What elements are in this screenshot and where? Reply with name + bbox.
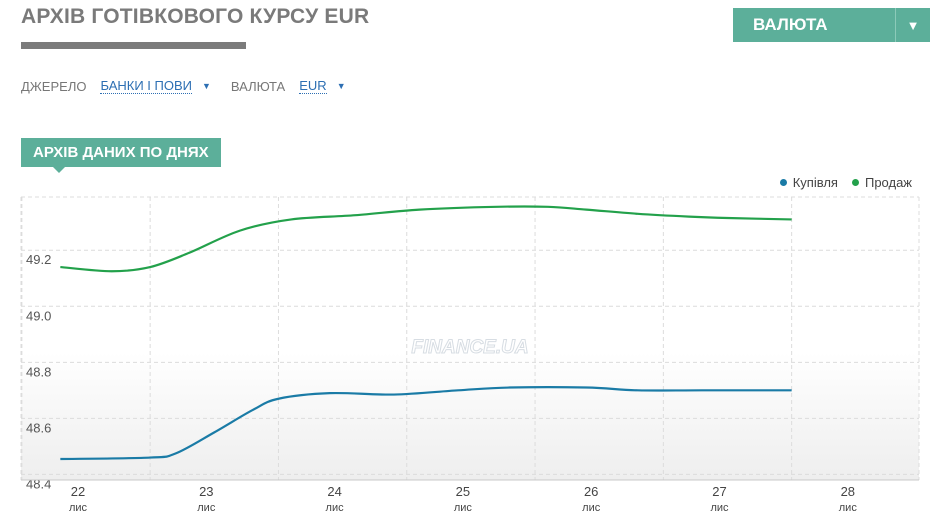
legend-dot-buy [779,179,787,186]
y-tick-label: 49.0 [26,308,51,323]
series-line-buy [60,386,792,461]
x-tick-month: лис [326,502,345,514]
watermark: FINANCE.UA [411,337,528,358]
x-tick-month: лис [839,502,858,514]
section-tab-daily-archive[interactable]: АРХІВ ДАНИХ ПО ДНЯХ [21,138,221,173]
legend-dot-sell [851,179,859,186]
x-tick-month: лис [197,502,216,514]
x-tick-day: 22 [71,484,85,499]
y-tick-label: 48.6 [26,420,51,435]
y-tick-label: 49.2 [26,252,51,267]
x-tick-day: 25 [456,484,470,499]
y-tick-label: 48.4 [26,476,51,491]
title-underline [21,42,246,49]
x-tick-day: 23 [199,484,213,499]
page-title: АРХІВ ГОТІВКОВОГО КУРСУ EUR [21,5,370,28]
x-tick-month: лис [582,502,601,514]
x-tick-day: 26 [584,484,598,499]
plot-background [21,197,919,480]
x-tick-day: 28 [841,484,855,499]
legend-label-buy: Купівля [792,175,838,190]
x-tick-month: лис [454,502,473,514]
currency-dropdown[interactable]: ВАЛЮТА ▼ [733,8,930,42]
source-caret-icon[interactable]: ▼ [202,81,211,91]
axis-labels: 48.4 48.6 48.8 49.0 49.2 22 лис 23 лис 24 лис 25 лис… [21,252,919,514]
x-tick-day: 24 [327,484,341,499]
chart-legend: Купівля Продаж [766,175,912,190]
currency-dropdown-label: ВАЛЮТА [753,15,828,34]
filters-bar: ДЖЕРЕЛО БАНКИ І ПОВИ ▼ ВАЛЮТА EUR ▼ [21,78,366,94]
currency-filter-label: ВАЛЮТА [230,78,286,94]
y-tick-label: 48.8 [26,364,51,379]
series-line-sell [60,205,792,273]
legend-item-buy[interactable]: Купівля [779,175,838,190]
source-filter-select[interactable]: БАНКИ І ПОВИ [100,78,192,94]
currency-caret-icon[interactable]: ▼ [336,81,346,91]
currency-filter-select[interactable]: EUR [299,78,327,94]
grid-lines [20,196,920,480]
legend-label-sell: Продаж [864,175,912,190]
x-tick-month: лис [710,502,729,514]
source-filter-label: ДЖЕРЕЛО [21,78,87,94]
legend-item-sell[interactable]: Продаж [851,175,912,190]
x-tick-month: лис [69,502,88,514]
series-layer [60,205,792,461]
x-tick-day: 27 [712,484,726,499]
chevron-down-icon[interactable]: ▼ [895,8,930,42]
